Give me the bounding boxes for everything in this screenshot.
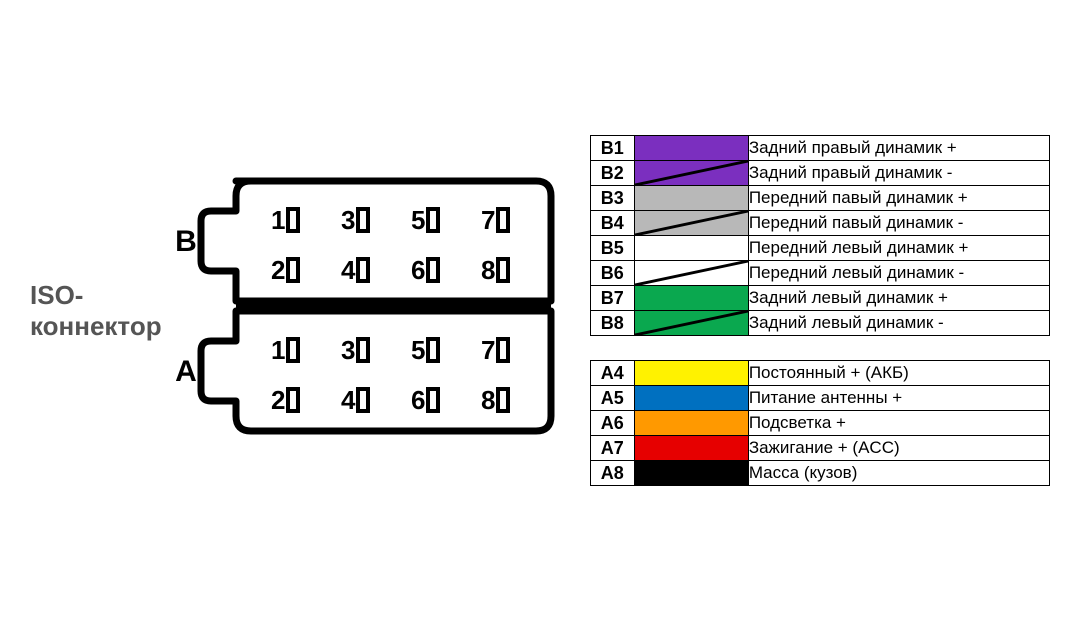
- pin-id: B1: [591, 136, 635, 161]
- pin-color-swatch: [634, 311, 748, 336]
- pin-description: Питание антенны +: [748, 386, 1049, 411]
- pin-color-swatch: [634, 286, 748, 311]
- pin-row: A5 Питание антенны +: [591, 386, 1050, 411]
- pin-description: Задний правый динамик -: [748, 161, 1049, 186]
- pin-row: A8 Масса (кузов): [591, 461, 1050, 486]
- pin-id: A8: [591, 461, 635, 486]
- pin-description: Задний левый динамик +: [748, 286, 1049, 311]
- pin-color-swatch: [634, 236, 748, 261]
- pin-id: B6: [591, 261, 635, 286]
- svg-text:5: 5: [411, 335, 425, 365]
- pin-id: B5: [591, 236, 635, 261]
- svg-text:1: 1: [271, 205, 285, 235]
- pin-row: A4 Постоянный + (АКБ): [591, 361, 1050, 386]
- pin-color-swatch: [634, 211, 748, 236]
- section-a-label: A: [176, 355, 197, 388]
- connector-area: ISO-коннектор B A 1 3 5 7: [30, 151, 566, 471]
- pin-color-swatch: [634, 136, 748, 161]
- pin-description: Задний правый динамик +: [748, 136, 1049, 161]
- iso-connector-diagram: B A 1 3 5 7 2 4 6 8: [176, 151, 566, 471]
- section-b-label: B: [176, 225, 197, 258]
- svg-text:7: 7: [481, 335, 495, 365]
- pin-color-swatch: [634, 186, 748, 211]
- svg-text:2: 2: [271, 255, 285, 285]
- pinout-tables: B1 Задний правый динамик + B2 Задний правый…: [590, 135, 1050, 486]
- pinout-table-a: A4Постоянный + (АКБ)A5Питание антенны +A…: [590, 360, 1050, 486]
- pin-description: Зажигание + (ACC): [748, 436, 1049, 461]
- pin-id: A7: [591, 436, 635, 461]
- pin-description: Передний павый динамик -: [748, 211, 1049, 236]
- connector-section: ISO-коннектор B A 1 3 5 7: [30, 151, 590, 471]
- pin-id: A5: [591, 386, 635, 411]
- diagram-container: ISO-коннектор B A 1 3 5 7: [0, 0, 1080, 621]
- pin-description: Масса (кузов): [748, 461, 1049, 486]
- pin-color-swatch: [634, 436, 748, 461]
- svg-text:5: 5: [411, 205, 425, 235]
- svg-text:4: 4: [341, 255, 356, 285]
- pin-color-swatch: [634, 411, 748, 436]
- pin-description: Передний левый динамик -: [748, 261, 1049, 286]
- pin-description: Подсветка +: [748, 411, 1049, 436]
- pin-description: Постоянный + (АКБ): [748, 361, 1049, 386]
- pin-id: A6: [591, 411, 635, 436]
- iso-connector-label: ISO-коннектор: [30, 280, 170, 342]
- pin-b-2: 2 4 6 8: [271, 255, 508, 285]
- pin-id: B7: [591, 286, 635, 311]
- svg-text:7: 7: [481, 205, 495, 235]
- pin-id: B3: [591, 186, 635, 211]
- pinout-table-b: B1 Задний правый динамик + B2 Задний правый…: [590, 135, 1050, 336]
- pin-row: B1 Задний правый динамик +: [591, 136, 1050, 161]
- pin-row: A7 Зажигание + (ACC): [591, 436, 1050, 461]
- pin-row: B8 Задний левый динамик -: [591, 311, 1050, 336]
- svg-text:8: 8: [481, 255, 495, 285]
- svg-text:8: 8: [481, 385, 495, 415]
- pin-row: B5 Передний левый динамик +: [591, 236, 1050, 261]
- svg-text:3: 3: [341, 205, 355, 235]
- pin-row: A6 Подсветка +: [591, 411, 1050, 436]
- svg-text:3: 3: [341, 335, 355, 365]
- pin-color-swatch: [634, 361, 748, 386]
- pin-row: B7 Задний левый динамик +: [591, 286, 1050, 311]
- pin-b-1: 1 3 5 7: [271, 205, 508, 235]
- svg-text:6: 6: [411, 255, 425, 285]
- svg-text:6: 6: [411, 385, 425, 415]
- pin-description: Передний павый динамик +: [748, 186, 1049, 211]
- pin-color-swatch: [634, 261, 748, 286]
- svg-text:2: 2: [271, 385, 285, 415]
- svg-text:1: 1: [271, 335, 285, 365]
- pin-color-swatch: [634, 461, 748, 486]
- pin-id: B8: [591, 311, 635, 336]
- svg-text:4: 4: [341, 385, 356, 415]
- pin-a-1: 1 3 5 7: [271, 335, 508, 365]
- pin-color-swatch: [634, 161, 748, 186]
- pin-color-swatch: [634, 386, 748, 411]
- pin-id: B2: [591, 161, 635, 186]
- pin-description: Передний левый динамик +: [748, 236, 1049, 261]
- pin-id: B4: [591, 211, 635, 236]
- pin-a-2: 2 4 6 8: [271, 385, 508, 415]
- pin-row: B2 Задний правый динамик -: [591, 161, 1050, 186]
- pin-row: B4 Передний павый динамик -: [591, 211, 1050, 236]
- pin-description: Задний левый динамик -: [748, 311, 1049, 336]
- side-labels: ISO-коннектор: [30, 280, 170, 342]
- pin-row: B3 Передний павый динамик +: [591, 186, 1050, 211]
- pin-id: A4: [591, 361, 635, 386]
- pin-row: B6 Передний левый динамик -: [591, 261, 1050, 286]
